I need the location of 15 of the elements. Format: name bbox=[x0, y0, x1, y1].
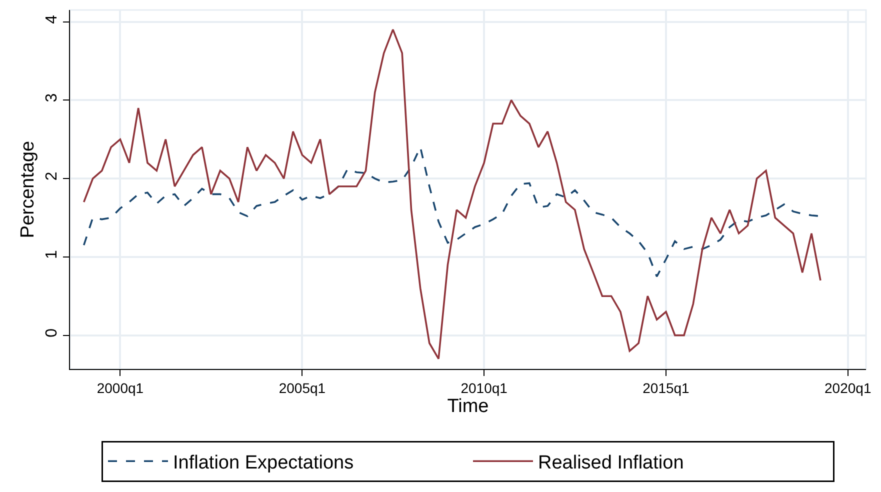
legend-label: Inflation Expectations bbox=[173, 452, 354, 474]
y-tick-label: 2 bbox=[44, 172, 61, 181]
x-tick-label: 2020q1 bbox=[824, 380, 872, 396]
y-tick-label: 4 bbox=[44, 14, 61, 24]
x-axis-title: Time bbox=[447, 396, 489, 417]
y-tick-label: 1 bbox=[44, 250, 61, 259]
legend-label: Realised Inflation bbox=[538, 452, 684, 474]
y-axis-title: Percentage bbox=[17, 140, 38, 238]
x-tick-label: 2005q1 bbox=[278, 380, 326, 396]
y-tick-label: 3 bbox=[44, 93, 61, 102]
x-tick-label: 2015q1 bbox=[642, 380, 690, 396]
x-tick-label: 2000q1 bbox=[96, 380, 144, 396]
line-series bbox=[82, 28, 822, 360]
x-tick-label: 2010q1 bbox=[460, 380, 508, 396]
y-tick-label: 0 bbox=[44, 328, 61, 338]
